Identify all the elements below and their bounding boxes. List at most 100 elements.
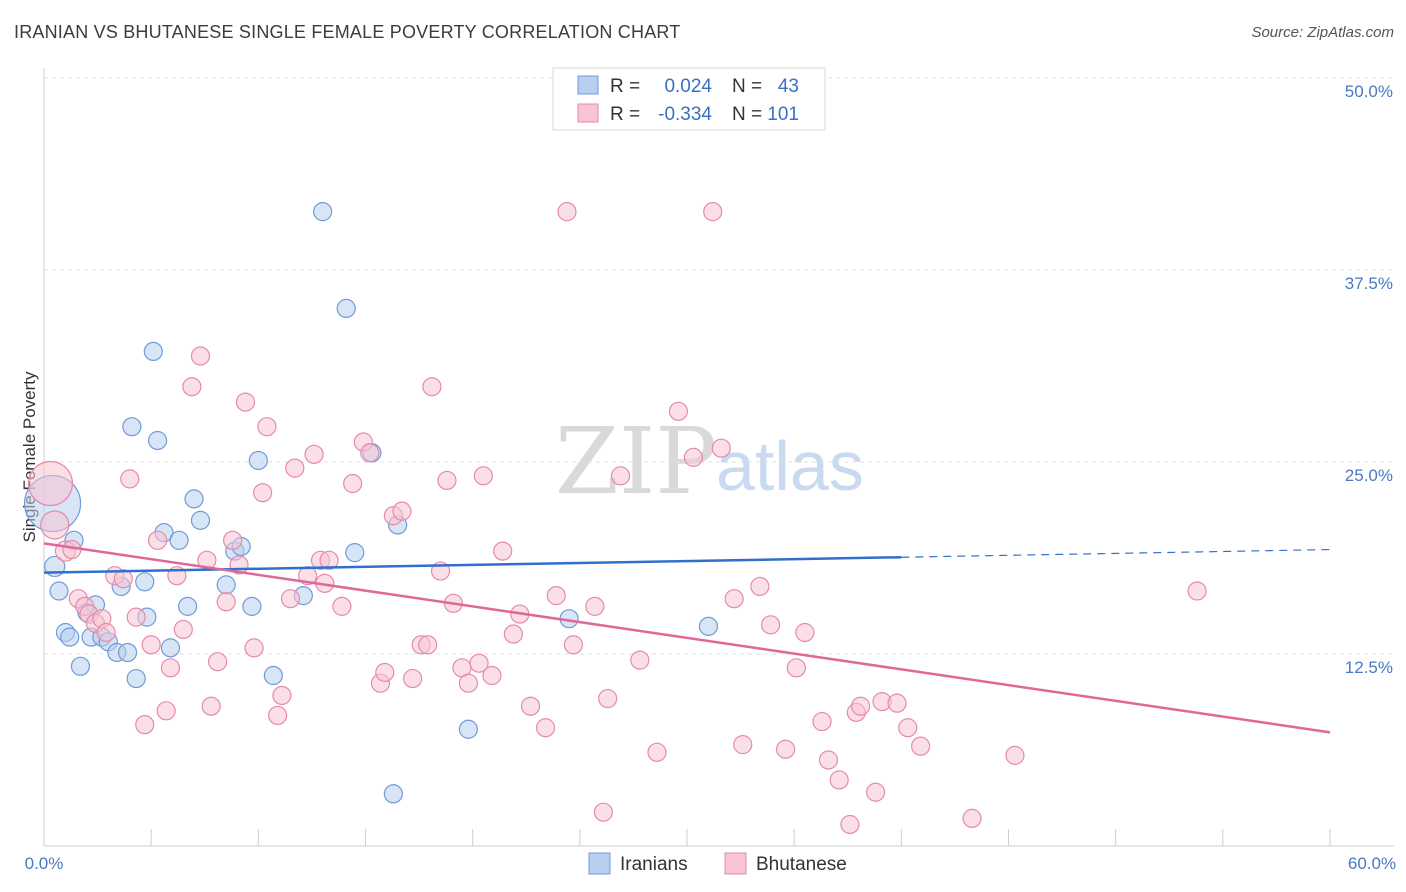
iranians-point-34: [313, 202, 333, 222]
bhutanese-point-15: [141, 635, 161, 655]
x-axis-ticks: [43, 829, 1331, 846]
bhutanese-point-75: [647, 742, 667, 762]
bottom-legend-swatch-iranians: [588, 852, 611, 875]
legend-r-label-bhutanese: R =: [610, 104, 640, 125]
bhutanese-point-47: [375, 662, 395, 683]
bhutanese-point-80: [724, 589, 744, 609]
bhutanese-point-18: [160, 658, 181, 678]
bhutanese-point-96: [898, 718, 918, 738]
iranians-point-26: [190, 510, 211, 530]
bhutanese-point-17: [156, 701, 176, 721]
iranians-point-24: [178, 596, 198, 616]
iranians-point-14: [117, 642, 138, 663]
legend-n-value-bhutanese: 101: [767, 104, 799, 125]
bhutanese-point-49: [392, 501, 412, 521]
x-tick-label-min: 0.0%: [25, 854, 64, 873]
bhutanese-point-35: [280, 589, 301, 609]
bhutanese-point-16: [147, 530, 168, 550]
iranians-point-6: [70, 656, 91, 676]
bhutanese-point-90: [840, 814, 860, 835]
bhutanese-point-78: [703, 202, 723, 222]
iranians-point-19: [143, 341, 163, 362]
bhutanese-point-84: [775, 739, 796, 759]
iranians-point-17: [135, 572, 155, 592]
bhutanese-point-55: [437, 470, 457, 491]
bhutanese-point-29: [235, 392, 256, 412]
bhutanese-point-85: [786, 658, 806, 678]
iranians-trend-line: [43, 555, 902, 574]
iranians-point-27: [216, 575, 236, 595]
iranians-point-35: [336, 298, 356, 318]
bhutanese-point-42: [332, 596, 352, 616]
bhutanese-point-61: [482, 665, 502, 686]
bhutanese-point-52: [418, 635, 438, 655]
bhutanese-point-72: [598, 688, 618, 709]
iranians-point-25: [184, 489, 204, 509]
bhutanese-point-71: [593, 802, 614, 822]
legend-swatch-iranians: [577, 75, 599, 95]
bhutanese-point-9: [96, 622, 116, 643]
bhutanese-point-60: [473, 466, 493, 486]
bhutanese-point-81: [733, 735, 753, 755]
iranians-point-31: [263, 665, 283, 686]
bhutanese-point-67: [546, 586, 566, 606]
bhutanese-point-30: [244, 638, 264, 658]
iranians-point-15: [122, 417, 142, 437]
y-tick-labels: 12.5% 25.0% 37.5% 50.0%: [1345, 82, 1393, 677]
iranians-point-2: [49, 581, 69, 601]
bhutanese-point-63: [503, 624, 523, 644]
bhutanese-point-62: [493, 541, 513, 561]
bhutanese-point-69: [563, 635, 584, 655]
bhutanese-point-14: [135, 715, 155, 735]
legend-n-label-iranians: N =: [732, 76, 762, 97]
y-tick-label-0: 12.5%: [1345, 658, 1393, 677]
iranians-trend-extension: [901, 548, 1331, 558]
bhutanese-point-70: [585, 596, 605, 616]
iranians-point-42: [698, 616, 719, 636]
legend-n-value-iranians: 43: [778, 76, 799, 97]
iranians-point-22: [160, 638, 181, 658]
legend-r-value-bhutanese: -0.334: [658, 104, 712, 125]
bhutanese-point-50: [403, 668, 423, 689]
legend-r-value-iranians: 0.024: [664, 76, 712, 97]
bhutanese-point-93: [866, 782, 886, 802]
iranians-point-40: [458, 719, 478, 739]
bhutanese-point-43: [343, 473, 363, 494]
bhutanese-point-21: [182, 377, 202, 397]
correlation-legend: R = 0.024 N = 43 R = -0.334 N = 101: [552, 67, 826, 131]
iranians-point-30: [242, 596, 262, 616]
bhutanese-point-31: [253, 483, 273, 503]
bhutanese-point-97: [911, 736, 931, 756]
bottom-legend-swatch-bhutanese: [724, 852, 747, 875]
y-tick-label-1: 25.0%: [1345, 466, 1393, 485]
bhutanese-point-68: [557, 202, 577, 222]
iranians-point-32: [248, 450, 268, 471]
watermark-atlas: atlas: [716, 427, 864, 505]
iranians-point-16: [126, 668, 146, 689]
bhutanese-point-27: [223, 530, 243, 550]
y-tick-label-2: 37.5%: [1345, 274, 1393, 293]
bottom-legend-label-bhutanese: Bhutanese: [756, 854, 847, 875]
bottom-legend-label-iranians: Iranians: [620, 854, 688, 875]
series-legend: Iranians Bhutanese: [588, 852, 847, 875]
bhutanese-point-88: [818, 750, 839, 770]
series-bhutanese-points: [27, 202, 1207, 835]
bhutanese-point-86: [795, 622, 815, 643]
trend-lines: [43, 542, 1331, 734]
bhutanese-point-0: [27, 460, 74, 507]
chart-title: IRANIAN VS BHUTANESE SINGLE FEMALE POVER…: [14, 22, 681, 42]
legend-swatch-bhutanese: [577, 103, 599, 123]
bhutanese-point-53: [422, 377, 442, 397]
bhutanese-point-45: [360, 443, 380, 463]
bhutanese-point-77: [683, 447, 704, 467]
iranians-point-38: [383, 784, 403, 804]
bhutanese-point-83: [760, 615, 781, 635]
legend-r-label-iranians: R =: [610, 76, 640, 97]
bhutanese-point-74: [630, 650, 650, 670]
bhutanese-point-41: [319, 550, 339, 570]
bhutanese-point-58: [458, 673, 478, 693]
iranians-point-4: [60, 627, 80, 647]
bhutanese-point-98: [962, 808, 982, 828]
bhutanese-point-26: [216, 592, 236, 612]
